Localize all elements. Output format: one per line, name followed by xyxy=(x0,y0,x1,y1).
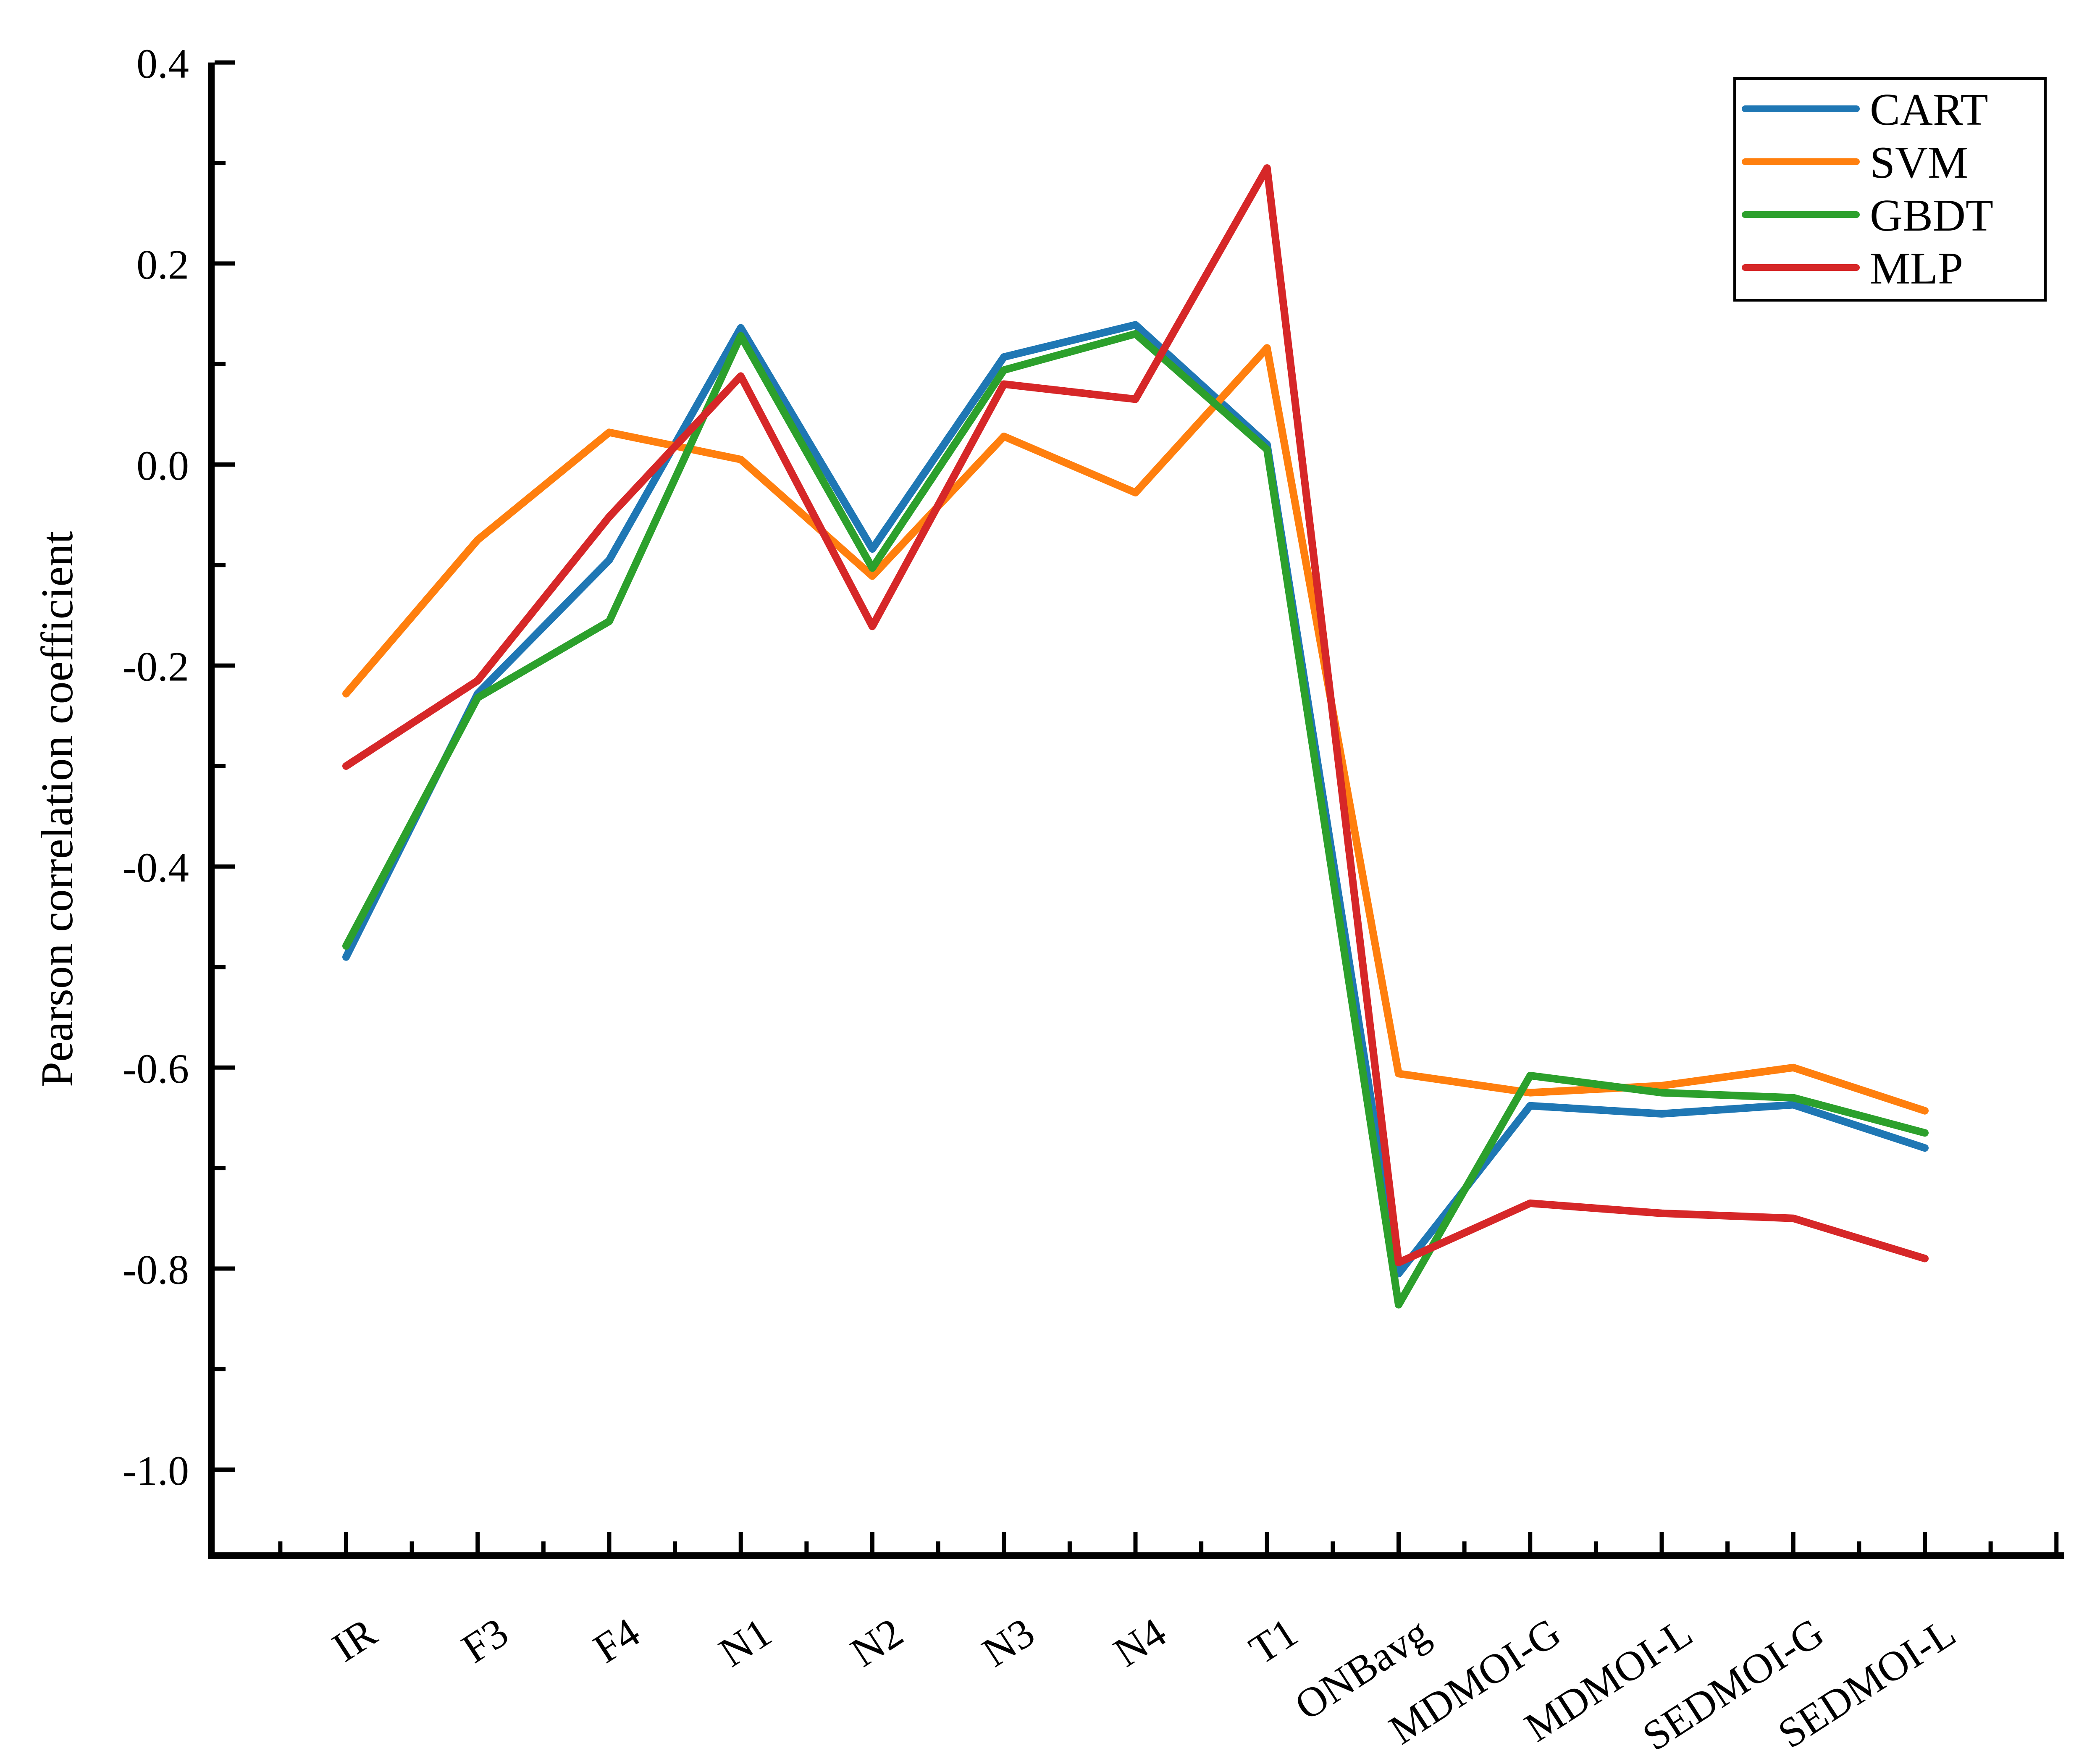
legend-frame xyxy=(1733,77,2047,302)
x-tick-label: N4 xyxy=(1106,1609,1174,1676)
x-tick-label: F3 xyxy=(454,1609,516,1672)
y-tick-label: 0.2 xyxy=(136,241,189,288)
series-line-mlp xyxy=(342,164,1929,1267)
legend-item-mlp: MLP xyxy=(1742,244,1963,294)
legend-label: SVM xyxy=(1870,138,1968,188)
x-tick-label: N3 xyxy=(974,1609,1042,1676)
x-tick-label: IR xyxy=(324,1609,385,1671)
legend-item-gbdt: GBDT xyxy=(1742,191,1993,241)
series-line-gbdt xyxy=(342,330,1929,1309)
y-tick-label: -0.8 xyxy=(123,1246,189,1293)
y-tick-label: -1.0 xyxy=(123,1447,189,1494)
series-line-svm xyxy=(342,344,1929,1115)
legend-label: MLP xyxy=(1870,244,1963,294)
legend-item-svm: SVM xyxy=(1742,138,1968,188)
legend-item-cart: CART xyxy=(1742,85,1988,135)
y-tick-label: 0.0 xyxy=(136,442,189,489)
y-tick-label: 0.4 xyxy=(136,40,189,87)
x-axis: IR F3 F4 N1 N2 N3 N4 T1ONBavgMDMOI-GMDMOI-LSEDM… xyxy=(278,1532,2059,1751)
legend-label: CART xyxy=(1870,85,1988,135)
y-tick-label: -0.2 xyxy=(123,643,189,690)
axes: Pearson correlation coefficient xyxy=(32,62,2064,1559)
y-axis-title: Pearson correlation coefficient xyxy=(32,531,82,1087)
series-line-cart xyxy=(342,321,1929,1278)
legend-label: GBDT xyxy=(1870,191,1993,241)
x-tick-label: T1 xyxy=(1241,1609,1306,1673)
y-axis: 0.4 0.2 0.0 -0.2 -0.4 -0.6 -0.8 -1.0 xyxy=(123,40,235,1494)
x-tick-label: N1 xyxy=(711,1609,780,1676)
x-tick-label: N2 xyxy=(843,1609,911,1676)
y-tick-label: -0.4 xyxy=(123,844,189,891)
series-lines xyxy=(342,164,1929,1309)
x-tick-label: F4 xyxy=(585,1609,648,1672)
y-tick-label: -0.6 xyxy=(123,1045,189,1092)
